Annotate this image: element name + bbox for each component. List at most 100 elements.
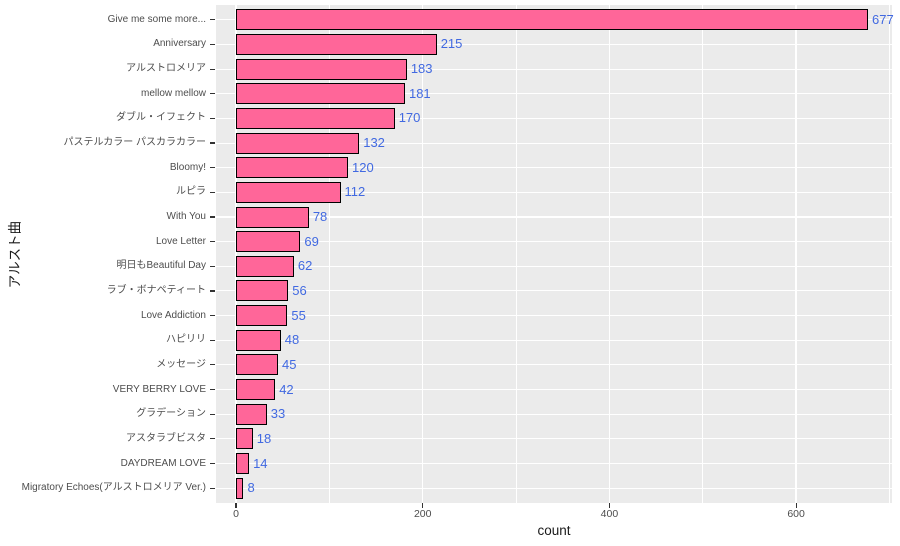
bar bbox=[236, 231, 301, 253]
minor-gridline-x100 bbox=[328, 5, 330, 503]
major-gridline-y bbox=[216, 290, 892, 292]
major-gridline-y bbox=[216, 389, 892, 391]
y-tick-mark bbox=[210, 167, 215, 169]
x-tick-label: 0 bbox=[233, 508, 239, 520]
category-label: With You bbox=[166, 211, 206, 222]
major-gridline-y bbox=[216, 462, 892, 465]
category-label: ラブ・ボナペティート bbox=[106, 284, 206, 296]
value-label: 215 bbox=[440, 36, 463, 52]
value-label: 181 bbox=[408, 85, 431, 101]
value-label: 183 bbox=[410, 61, 433, 77]
category-label: メッセージ bbox=[156, 358, 206, 370]
y-tick-mark bbox=[210, 290, 215, 292]
bar bbox=[236, 354, 278, 376]
y-tick-mark bbox=[210, 19, 215, 21]
value-label: 677 bbox=[872, 11, 894, 27]
category-label: DAYDREAM LOVE bbox=[120, 457, 206, 469]
category-label: VERY BERRY LOVE bbox=[112, 383, 206, 395]
value-label: 120 bbox=[352, 159, 374, 175]
bar bbox=[236, 453, 250, 474]
x-axis-title: count bbox=[537, 523, 571, 538]
category-label: ダブル・イフェクト bbox=[116, 112, 206, 124]
y-tick-mark bbox=[210, 315, 215, 317]
major-gridline-y bbox=[216, 142, 892, 144]
minor-gridline-x700 bbox=[889, 5, 890, 503]
major-gridline-x0 bbox=[235, 5, 237, 503]
bar bbox=[236, 280, 289, 302]
major-gridline-y bbox=[216, 339, 892, 341]
y-tick-mark bbox=[210, 438, 215, 440]
category-label: アスタラブビスタ bbox=[126, 432, 206, 444]
y-tick-mark bbox=[210, 191, 215, 193]
value-label: 78 bbox=[312, 209, 328, 224]
major-gridline-y bbox=[216, 93, 892, 95]
bar bbox=[236, 477, 244, 499]
major-gridline-y bbox=[216, 241, 892, 243]
major-gridline-y bbox=[216, 364, 892, 366]
major-gridline-y bbox=[216, 216, 892, 218]
bar bbox=[236, 181, 341, 203]
bar bbox=[236, 83, 405, 105]
x-tick-mark bbox=[422, 503, 424, 508]
major-gridline-y bbox=[216, 167, 892, 169]
major-gridline-y bbox=[216, 117, 892, 119]
y-tick-mark bbox=[210, 487, 215, 489]
category-label: Bloomy! bbox=[169, 161, 206, 173]
value-label: 55 bbox=[291, 307, 306, 323]
category-label: Give me some more... bbox=[107, 13, 206, 25]
x-tick-mark bbox=[608, 503, 610, 508]
category-label: Anniversary bbox=[153, 38, 206, 50]
value-label: 33 bbox=[270, 406, 286, 422]
bar bbox=[236, 428, 253, 450]
y-tick-mark bbox=[210, 265, 215, 267]
bar bbox=[236, 329, 281, 351]
bar bbox=[236, 9, 868, 31]
y-tick-mark bbox=[210, 93, 215, 95]
major-gridline-x200 bbox=[422, 5, 424, 503]
category-label: Love Addiction bbox=[140, 309, 206, 321]
y-tick-mark bbox=[210, 364, 215, 366]
value-label: 170 bbox=[398, 110, 421, 126]
y-tick-mark bbox=[210, 339, 215, 341]
x-tick-mark bbox=[235, 503, 237, 508]
x-tick-label: 400 bbox=[600, 508, 619, 520]
x-tick-label: 600 bbox=[787, 508, 805, 520]
major-gridline-y bbox=[216, 413, 892, 415]
bar bbox=[236, 255, 294, 277]
value-label: 112 bbox=[344, 184, 366, 200]
y-tick-mark bbox=[210, 462, 215, 465]
value-label: 69 bbox=[304, 233, 319, 249]
major-gridline-y bbox=[216, 315, 892, 317]
bar bbox=[236, 206, 309, 228]
value-label: 14 bbox=[253, 455, 268, 471]
y-tick-mark bbox=[210, 413, 215, 415]
y-tick-mark bbox=[210, 216, 215, 218]
category-label: Love Letter bbox=[155, 235, 206, 247]
bar bbox=[236, 132, 360, 154]
y-tick-mark bbox=[210, 241, 215, 243]
value-label: 42 bbox=[279, 381, 294, 397]
y-tick-mark bbox=[210, 117, 215, 119]
value-label: 132 bbox=[363, 135, 385, 151]
y-tick-mark bbox=[210, 68, 215, 70]
category-label: mellow mellow bbox=[140, 87, 206, 99]
bar bbox=[236, 379, 276, 401]
major-gridline-y bbox=[216, 43, 892, 45]
major-gridline-y bbox=[216, 68, 892, 70]
major-gridline-x600 bbox=[795, 5, 797, 503]
bar bbox=[236, 157, 349, 179]
value-label: 48 bbox=[284, 332, 300, 348]
value-label: 56 bbox=[292, 282, 307, 298]
x-tick-mark bbox=[795, 503, 797, 508]
major-gridline-y bbox=[216, 487, 892, 489]
major-gridline-x400 bbox=[608, 5, 611, 503]
value-label: 62 bbox=[297, 258, 313, 274]
bar bbox=[236, 58, 407, 80]
y-tick-mark bbox=[210, 388, 215, 391]
major-gridline-y bbox=[216, 438, 892, 440]
category-label: パステルカラー パスカラカラー bbox=[63, 137, 206, 149]
category-label: グラデーション bbox=[136, 408, 206, 420]
major-gridline-y bbox=[216, 191, 892, 193]
bar bbox=[236, 403, 267, 425]
